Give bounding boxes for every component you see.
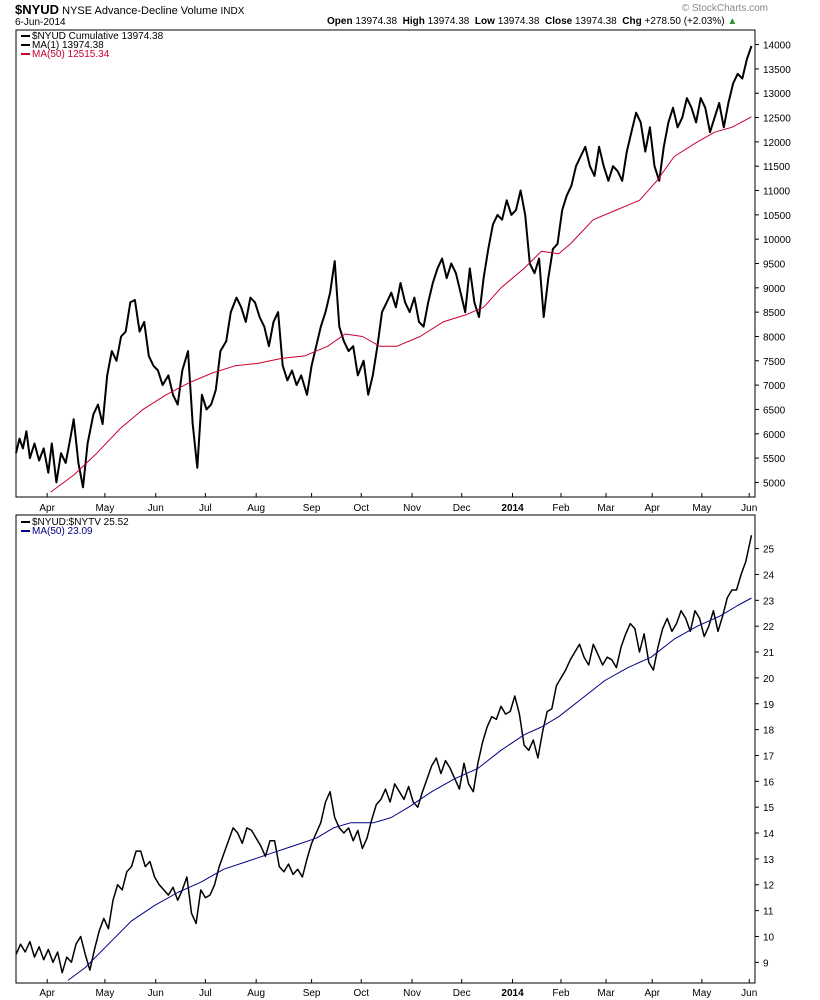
symbol-label: $NYUD — [15, 2, 60, 17]
y-tick-label: 21 — [763, 648, 775, 659]
legend-item-ma50-ratio: MA(50) 23.09 — [21, 527, 129, 537]
x-tick-label: 2014 — [501, 503, 524, 514]
x-tick-label: Feb — [552, 988, 570, 999]
y-tick-label: 12000 — [763, 138, 791, 149]
x-tick-label: Jun — [148, 503, 164, 514]
y-tick-label: 18 — [763, 726, 775, 737]
date-label: 6-Jun-2014 — [15, 17, 66, 28]
legend-item-ratio: $NYUD:$NYTV 25.52 — [21, 518, 129, 528]
y-tick-label: 11 — [763, 907, 774, 918]
x-tick-label: Aug — [247, 503, 265, 514]
y-tick-label: 8500 — [763, 308, 786, 319]
y-tick-label: 11000 — [763, 187, 791, 198]
x-tick-label: Jun — [148, 988, 164, 999]
y-tick-label: 23 — [763, 596, 775, 607]
y-tick-label: 9000 — [763, 284, 786, 295]
series-line — [15, 45, 753, 489]
x-tick-label: Mar — [597, 503, 615, 514]
y-tick-label: 9 — [763, 958, 769, 969]
y-tick-label: 14000 — [763, 41, 791, 52]
x-tick-label: Jun — [741, 988, 757, 999]
top-panel-legend: $NYUD Cumulative 13974.38 MA(1) 13974.38… — [21, 32, 163, 60]
y-tick-label: 6500 — [763, 405, 786, 416]
x-tick-label: Mar — [597, 988, 615, 999]
x-tick-label: Jul — [199, 503, 212, 514]
legend-item-ma50: MA(50) 12515.34 — [21, 50, 163, 60]
x-tick-label: Dec — [453, 988, 471, 999]
series-line — [67, 597, 752, 981]
x-tick-label: Oct — [353, 988, 369, 999]
panel-frame — [15, 514, 756, 984]
panel-frame — [15, 29, 756, 498]
x-tick-label: Nov — [403, 988, 421, 999]
legend-item-ma1: MA(1) 13974.38 — [21, 41, 163, 51]
y-tick-label: 5500 — [763, 454, 786, 465]
bottom-panel-legend: $NYUD:$NYTV 25.52 MA(50) 23.09 — [21, 518, 129, 537]
y-tick-label: 24 — [763, 570, 775, 581]
y-tick-label: 7000 — [763, 381, 786, 392]
y-tick-label: 17 — [763, 751, 775, 762]
x-tick-label: Dec — [453, 503, 471, 514]
x-tick-label: May — [692, 988, 711, 999]
up-arrow-icon: ▲ — [727, 16, 738, 27]
x-tick-label: Aug — [247, 988, 265, 999]
series-line — [15, 535, 753, 974]
y-tick-label: 9500 — [763, 260, 786, 271]
chart-header: $NYUD NYSE Advance-Decline Volume INDX — [15, 2, 244, 17]
y-tick-label: 5000 — [763, 478, 786, 489]
x-tick-label: May — [692, 503, 711, 514]
y-tick-label: 13 — [763, 855, 775, 866]
x-tick-label: Sep — [303, 988, 321, 999]
y-tick-label: 20 — [763, 674, 775, 685]
series-line — [50, 116, 752, 493]
x-tick-label: 2014 — [501, 988, 524, 999]
watermark: © StockCharts.com — [681, 3, 768, 14]
y-tick-label: 10000 — [763, 235, 791, 246]
y-tick-label: 10500 — [763, 211, 791, 222]
y-tick-label: 6000 — [763, 430, 786, 441]
x-tick-label: Apr — [39, 503, 55, 514]
x-tick-label: Apr — [644, 503, 660, 514]
x-tick-label: May — [95, 503, 114, 514]
x-tick-label: Apr — [39, 988, 55, 999]
y-tick-label: 10 — [763, 932, 775, 943]
y-tick-label: 13000 — [763, 89, 791, 100]
x-tick-label: Jun — [741, 503, 757, 514]
y-tick-label: 19 — [763, 700, 775, 711]
y-tick-label: 25 — [763, 545, 775, 556]
y-tick-label: 7500 — [763, 357, 786, 368]
description-label: NYSE Advance-Decline Volume — [62, 5, 218, 17]
ohlc-readout: Open 13974.38 High 13974.38 Low 13974.38… — [327, 16, 738, 27]
x-tick-label: Sep — [303, 503, 321, 514]
exchange-label: INDX — [220, 6, 245, 17]
x-tick-label: May — [95, 988, 114, 999]
y-tick-label: 13500 — [763, 65, 791, 76]
x-tick-label: Jul — [199, 988, 212, 999]
x-tick-label: Feb — [552, 503, 570, 514]
x-tick-label: Oct — [353, 503, 369, 514]
y-tick-label: 14 — [763, 829, 775, 840]
y-tick-label: 12500 — [763, 114, 791, 125]
x-tick-label: Apr — [644, 988, 660, 999]
y-tick-label: 12 — [763, 881, 775, 892]
y-tick-label: 8000 — [763, 332, 786, 343]
y-tick-label: 16 — [763, 777, 775, 788]
y-tick-label: 15 — [763, 803, 775, 814]
y-tick-label: 11500 — [763, 162, 791, 173]
legend-item-cumulative: $NYUD Cumulative 13974.38 — [21, 32, 163, 42]
x-tick-label: Nov — [403, 503, 421, 514]
y-tick-label: 22 — [763, 622, 775, 633]
